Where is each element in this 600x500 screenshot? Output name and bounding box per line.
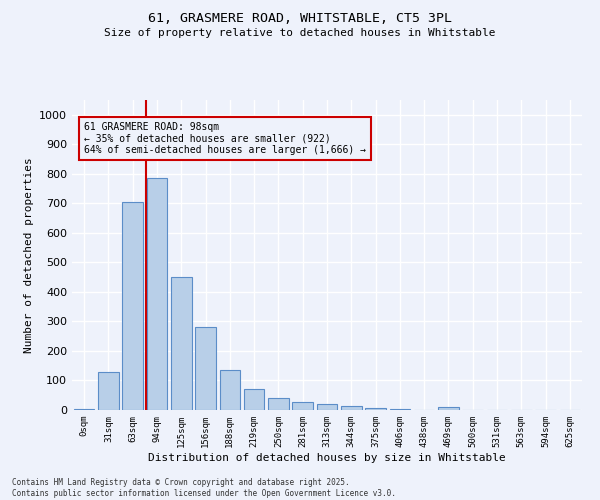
Bar	[220, 370, 240, 410]
Text: Contains HM Land Registry data © Crown copyright and database right 2025.
Contai: Contains HM Land Registry data © Crown c…	[12, 478, 396, 498]
X-axis label: Distribution of detached houses by size in Whitstable: Distribution of detached houses by size …	[148, 452, 506, 462]
Text: 61, GRASMERE ROAD, WHITSTABLE, CT5 3PL: 61, GRASMERE ROAD, WHITSTABLE, CT5 3PL	[148, 12, 452, 26]
Bar	[74, 408, 94, 410]
Bar	[195, 328, 216, 410]
Bar	[389, 409, 410, 410]
Bar	[268, 398, 289, 410]
Bar	[146, 178, 167, 410]
Y-axis label: Number of detached properties: Number of detached properties	[23, 157, 34, 353]
Bar	[341, 406, 362, 410]
Bar	[244, 390, 265, 410]
Bar	[365, 408, 386, 410]
Bar	[98, 372, 119, 410]
Text: 61 GRASMERE ROAD: 98sqm
← 35% of detached houses are smaller (922)
64% of semi-d: 61 GRASMERE ROAD: 98sqm ← 35% of detache…	[84, 122, 366, 156]
Text: Size of property relative to detached houses in Whitstable: Size of property relative to detached ho…	[104, 28, 496, 38]
Bar	[292, 402, 313, 410]
Bar	[122, 202, 143, 410]
Bar	[171, 277, 191, 410]
Bar	[317, 404, 337, 410]
Bar	[438, 407, 459, 410]
